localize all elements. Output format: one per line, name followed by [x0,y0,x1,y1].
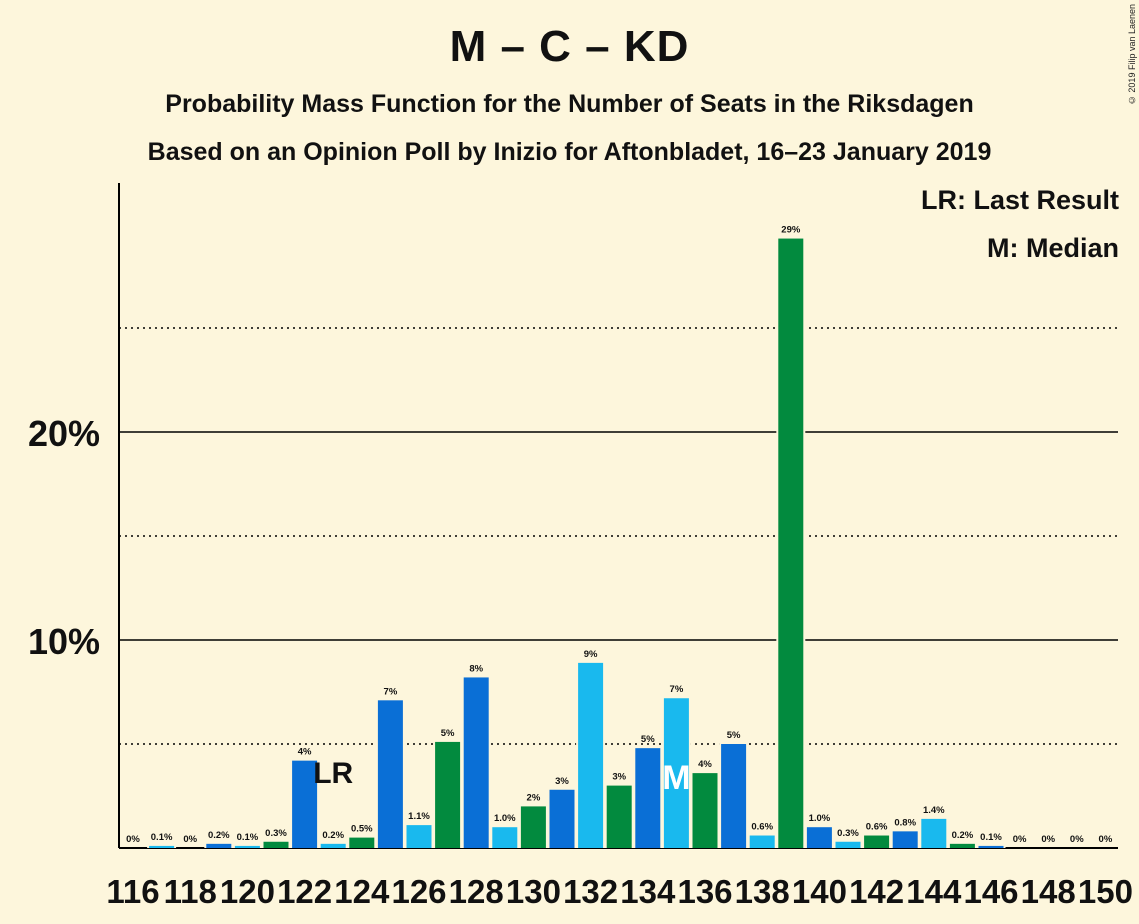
bar-value-label: 4% [698,759,712,770]
bar-value-label: 3% [555,776,569,787]
bar-value-label: 3% [612,772,626,783]
bar-141 [835,841,861,848]
bar-value-label: 0.5% [351,824,373,835]
x-tick-label: 128 [449,873,504,910]
x-tick-label: 136 [677,873,732,910]
x-tick-label: 120 [220,873,275,910]
bar-143 [892,831,918,848]
x-tick-label: 144 [906,873,962,910]
x-tick-label: 130 [506,873,561,910]
bar-129 [492,827,518,848]
bar-value-label: 0% [183,834,197,845]
bar-value-label: 0.2% [952,830,974,841]
bar-value-label: 0.1% [151,832,173,843]
bar-119 [206,843,232,848]
bar-value-label: 7% [670,684,684,695]
bar-value-label: 0% [126,834,140,845]
bar-value-label: 0% [1013,834,1027,845]
x-tick-label: 124 [334,873,390,910]
bar-137 [721,744,747,848]
bar-value-label: 0.3% [265,828,287,839]
bar-value-label: 4% [298,747,312,758]
last-result-marker: LR [313,757,353,790]
chart-title: M – C – KD [449,22,690,71]
bar-120 [234,845,260,848]
bar-value-label: 0.1% [237,832,259,843]
legend-last-result: LR: Last Result [920,185,1119,215]
bar-value-label: 0.3% [837,828,859,839]
bar-value-label: 1.0% [809,813,831,824]
bar-127 [435,741,461,848]
y-tick-label: 20% [28,413,100,454]
bar-121 [263,841,289,848]
x-tick-label: 122 [277,873,332,910]
bar-135 [663,698,689,848]
bar-value-label: 0% [1070,834,1084,845]
bar-128 [463,677,489,848]
x-tick-label: 138 [735,873,790,910]
bar-140 [806,827,832,848]
bar-value-label: 5% [441,728,455,739]
bar-122 [292,760,318,848]
x-tick-label: 148 [1021,873,1076,910]
x-tick-label: 150 [1078,873,1133,910]
bar-134 [635,748,661,848]
bar-142 [864,835,890,848]
chart-source-subtitle: Based on an Opinion Poll by Inizio for A… [147,138,992,166]
bar-value-label: 0.1% [980,832,1002,843]
median-marker: M [662,759,690,797]
bar-value-label: 2% [527,792,541,803]
bar-123 [320,843,346,848]
bar-139 [778,238,804,848]
x-tick-label: 142 [849,873,904,910]
x-tick-label: 118 [164,873,217,910]
bar-value-label: 1.1% [408,811,430,822]
bar-value-label: 0.6% [751,822,773,833]
bar-138 [749,835,775,848]
chart-subtitle: Probability Mass Function for the Number… [165,90,974,118]
bar-124 [349,837,375,848]
bar-132 [578,662,604,848]
bar-value-label: 0.2% [208,830,230,841]
bar-value-label: 0% [1041,834,1055,845]
legend-median: M: Median [987,233,1119,263]
bar-value-label: 0.8% [894,817,916,828]
bar-value-label: 0% [1099,834,1113,845]
bar-value-label: 9% [584,649,598,660]
bar-133 [606,785,632,848]
x-tick-label: 132 [563,873,618,910]
x-tick-label: 140 [792,873,847,910]
bar-value-label: 1.4% [923,805,945,816]
x-tick-label: 126 [391,873,446,910]
bar-146 [978,845,1004,848]
bar-126 [406,825,432,848]
x-tick-label: 134 [620,873,676,910]
x-tick-label: 146 [963,873,1018,910]
bar-value-label: 5% [727,730,741,741]
bar-136 [692,773,718,848]
bar-value-label: 0.6% [866,822,888,833]
x-tick-label: 116 [106,873,159,910]
bar-value-label: 29% [781,225,801,236]
bar-value-label: 0.2% [322,830,344,841]
bar-value-label: 5% [641,734,655,745]
bar-117 [149,845,175,848]
bar-130 [520,806,546,848]
y-tick-label: 10% [28,621,100,662]
bar-145 [949,843,975,848]
bar-131 [549,789,575,848]
bar-value-label: 7% [384,686,398,697]
bar-value-label: 8% [469,663,483,674]
bar-144 [921,818,947,848]
bar-value-label: 1.0% [494,813,516,824]
bar-125 [377,700,403,848]
